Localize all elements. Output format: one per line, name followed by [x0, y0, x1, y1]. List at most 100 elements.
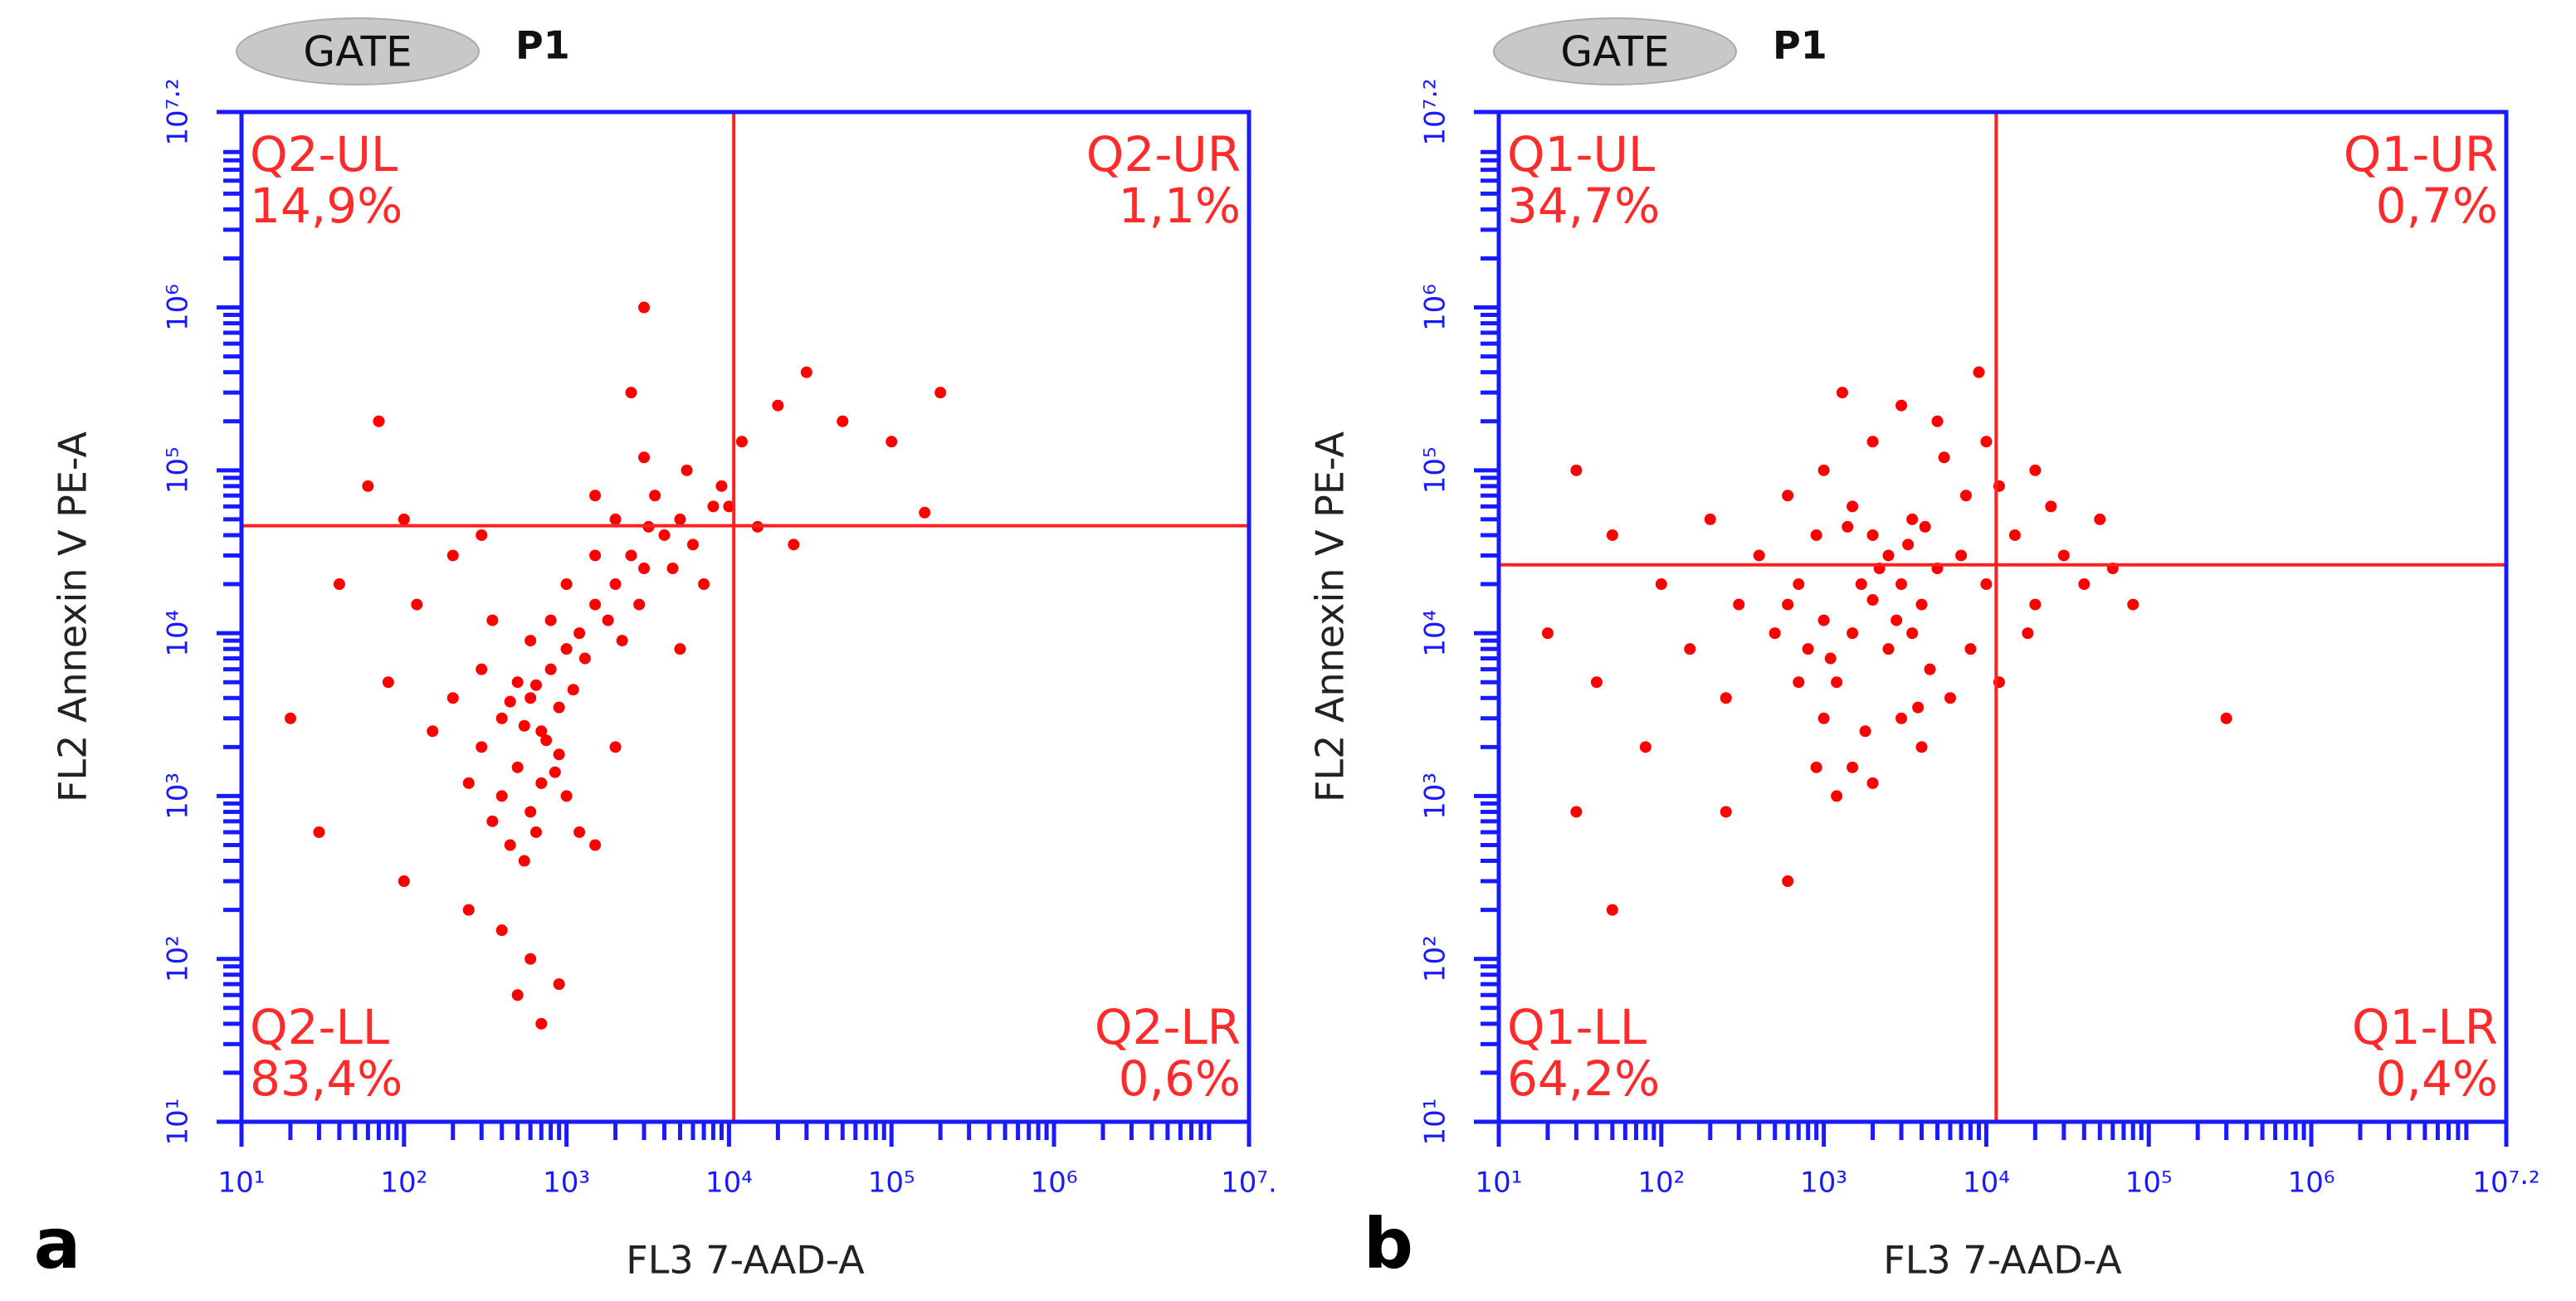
- y-tick-label: 10¹: [1419, 1099, 1452, 1146]
- quadrant-percent: 14,9%: [250, 178, 402, 234]
- event-dot: [1847, 500, 1859, 513]
- event-dot: [625, 549, 637, 562]
- event-dot: [495, 924, 508, 937]
- event-dot: [518, 719, 530, 732]
- event-dot: [1915, 741, 1928, 753]
- event-dot: [1955, 549, 1968, 562]
- event-dot: [544, 614, 557, 626]
- y-tick-label: 10²: [162, 935, 195, 982]
- event-dot: [589, 490, 602, 502]
- event-dot: [589, 549, 602, 562]
- x-tick-label: 10⁷·²: [2472, 1167, 2539, 1200]
- x-tick-label: 10⁶: [2288, 1167, 2335, 1200]
- event-dot: [1802, 643, 1814, 655]
- event-dot: [529, 826, 542, 838]
- event-dot: [1570, 464, 1583, 476]
- event-dot: [535, 777, 548, 789]
- gate-name: P1: [515, 23, 570, 68]
- event-dot: [1919, 520, 1931, 533]
- event-dot: [1836, 387, 1848, 399]
- y-tick-label: 10⁷·²: [1419, 78, 1452, 145]
- event-dot: [549, 766, 561, 778]
- event-dot: [609, 741, 622, 753]
- event-dot: [1639, 741, 1651, 753]
- y-tick-label: 10⁶: [1419, 284, 1452, 331]
- event-dot: [1782, 490, 1794, 502]
- event-dot: [540, 734, 553, 747]
- event-dot: [398, 875, 410, 888]
- event-dot: [638, 563, 651, 575]
- quadrant-percent: 34,7%: [1507, 178, 1660, 234]
- event-dot: [1704, 513, 1716, 525]
- quadrant-name: Q2-UL: [250, 126, 398, 183]
- event-dot: [1733, 598, 1745, 611]
- event-dot: [686, 538, 699, 551]
- event-dot: [2220, 712, 2232, 724]
- x-tick-label: 10¹: [218, 1167, 266, 1200]
- panel-letter: b: [1364, 1203, 1413, 1284]
- event-dot: [486, 815, 499, 827]
- event-dot: [1793, 676, 1805, 689]
- event-dot: [800, 366, 812, 378]
- event-dot: [544, 663, 557, 675]
- event-dot: [1895, 578, 1908, 591]
- event-dot: [373, 415, 385, 427]
- event-dot: [788, 538, 800, 551]
- event-dot: [529, 679, 542, 691]
- y-tick-label: 10¹: [162, 1099, 195, 1146]
- event-dot: [1859, 725, 1871, 738]
- event-dot: [398, 513, 410, 525]
- event-dot: [504, 695, 516, 708]
- event-dot: [589, 839, 602, 851]
- quadrant-name: Q2-LL: [250, 999, 389, 1055]
- quadrant-percent: 1,1%: [1119, 178, 1241, 234]
- event-dot: [1824, 652, 1837, 665]
- event-dot: [1973, 366, 1985, 378]
- x-tick-label: 10¹: [1476, 1167, 1523, 1200]
- event-dot: [1842, 520, 1854, 533]
- y-tick-label: 10³: [162, 772, 195, 820]
- event-dot: [723, 500, 735, 513]
- event-dot: [609, 513, 622, 525]
- event-dot: [495, 712, 508, 724]
- quadrant-name: Q2-UR: [1086, 126, 1241, 183]
- event-dot: [504, 839, 516, 851]
- event-dot: [476, 741, 488, 753]
- event-dot: [1912, 701, 1925, 714]
- event-dot: [616, 635, 628, 647]
- x-tick-label: 10²: [1637, 1167, 1685, 1200]
- event-dot: [382, 676, 394, 689]
- event-dot: [602, 614, 614, 626]
- event-dot: [919, 506, 931, 519]
- event-dot: [886, 436, 898, 448]
- event-dot: [1891, 614, 1903, 626]
- event-dot: [1817, 464, 1830, 476]
- event-dot: [1831, 790, 1843, 802]
- panel: GATE P1 10¹ 10² 10³ 10⁴ 10⁵ 10⁶ 10⁷·² 10¹ 10² 10³ 10…: [1308, 17, 2540, 1284]
- y-tick-label: 10⁴: [1419, 610, 1452, 657]
- event-dot: [1915, 598, 1928, 611]
- event-dot: [1931, 415, 1944, 427]
- y-tick-label: 10²: [1419, 935, 1452, 982]
- event-dot: [638, 301, 651, 314]
- event-dot: [560, 643, 573, 655]
- event-dot: [553, 748, 565, 761]
- event-dot: [1924, 663, 1936, 675]
- event-dot: [1866, 777, 1879, 789]
- gate-label: GATE: [1560, 28, 1669, 76]
- event-dot: [560, 578, 573, 591]
- gate-pill: [1493, 17, 1737, 85]
- panel: GATE P1 10¹ 10² 10³ 10⁴ 10⁵ 10⁶ 10⁷. 10¹ 10² 10³ 10⁴…: [34, 17, 1277, 1284]
- event-dot: [1847, 761, 1859, 773]
- event-dot: [1793, 578, 1805, 591]
- event-dot: [446, 692, 459, 704]
- event-dot: [2094, 513, 2106, 525]
- event-dot: [715, 480, 728, 492]
- event-dot: [524, 953, 537, 965]
- event-dot: [837, 415, 849, 427]
- event-dot: [1782, 875, 1794, 888]
- event-dot: [649, 490, 661, 502]
- event-dot: [535, 1017, 548, 1030]
